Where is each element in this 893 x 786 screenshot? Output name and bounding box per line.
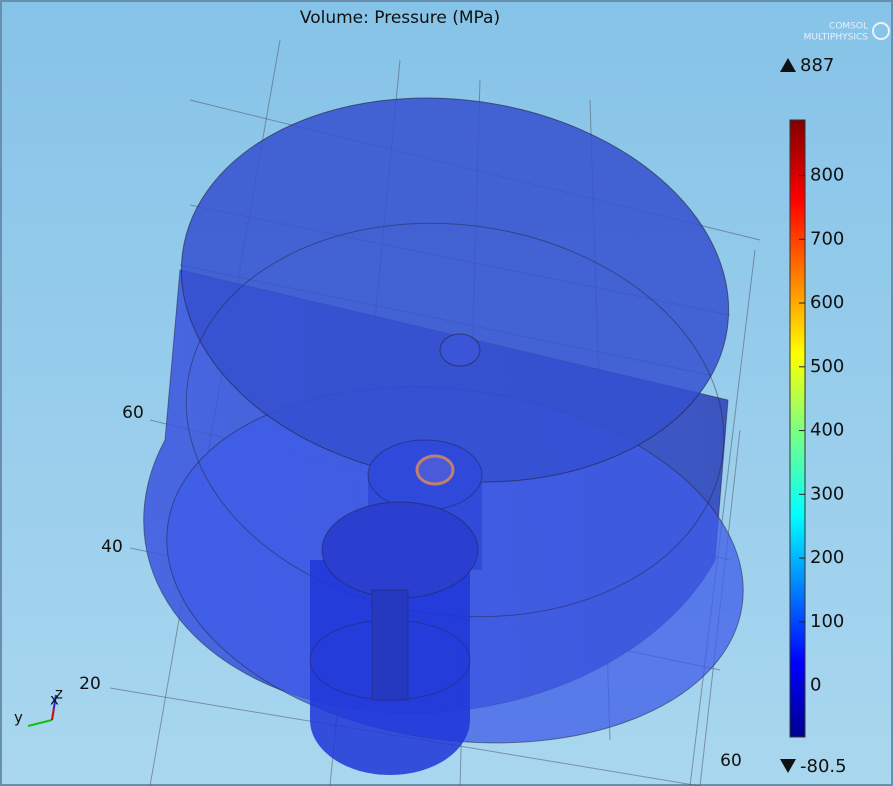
- colorbar-tick-label: 400: [810, 420, 844, 441]
- colorbar-tick-label: 500: [810, 356, 844, 377]
- triad-label: y: [14, 709, 23, 727]
- axis-label: 60: [720, 751, 742, 771]
- colorbar-tick-label: 300: [810, 483, 844, 504]
- colorbar-tick-label: 0: [810, 675, 821, 696]
- colorbar-max: 887: [800, 55, 834, 76]
- plot-title: Volume: Pressure (MPa): [300, 8, 500, 28]
- colorbar-tick-label: 100: [810, 611, 844, 632]
- axis-label: 60: [122, 403, 144, 423]
- page: {"title": "Volume: Pressure (MPa)", "log…: [0, 0, 893, 786]
- logo-text: MULTIPHYSICS: [804, 33, 869, 43]
- colorbar-gradient: [790, 120, 805, 737]
- viewport: 60 40 20 60 y x z Volume: Pressure (MPa)…: [0, 0, 893, 786]
- colorbar-tick-label: 600: [810, 292, 844, 313]
- colorbar-min: -80.5: [800, 756, 847, 777]
- colorbar-tick-label: 800: [810, 164, 844, 185]
- logo-text: COMSOL: [829, 22, 868, 32]
- axis-label: 40: [101, 537, 123, 557]
- axis-label: 20: [79, 674, 101, 694]
- colorbar-tick-label: 200: [810, 547, 844, 568]
- triad-label: z: [55, 685, 63, 703]
- colorbar-tick-label: 700: [810, 228, 844, 249]
